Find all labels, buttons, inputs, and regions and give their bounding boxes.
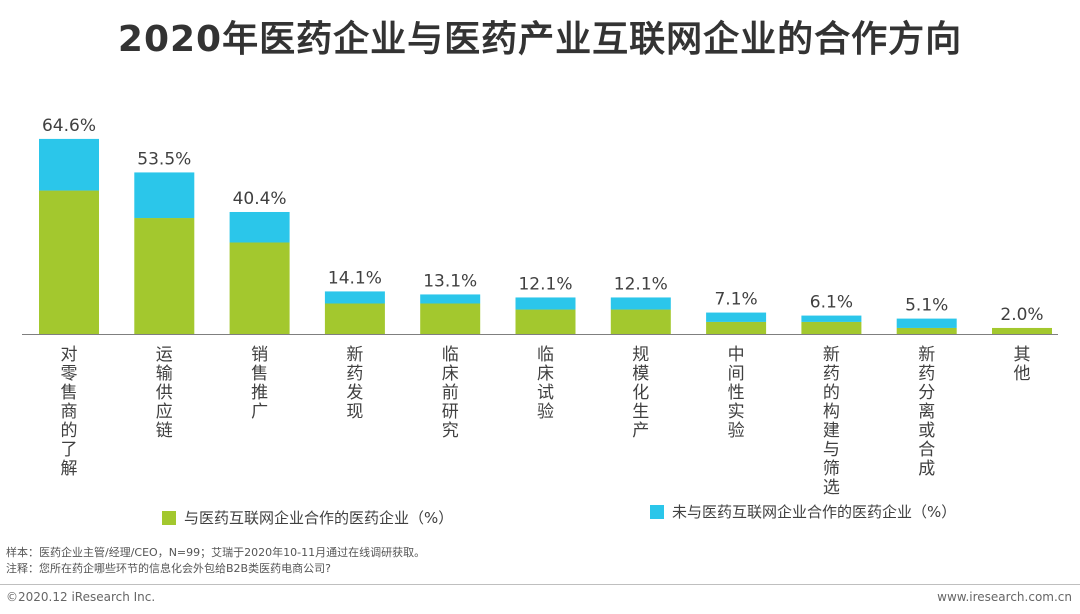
bar-segment-cooperated [420,303,481,334]
bar-segment-cooperated [515,309,576,334]
bar-segment-cooperated [706,321,767,334]
category-label: 销售推广 [251,345,268,422]
category-label: 临床前研究 [442,345,459,441]
bar-total-label: 64.6% [42,116,96,136]
bar-segment-cooperated [229,242,290,334]
footer-website: www.iresearch.com.cn [937,590,1072,604]
category-label: 中间性实验 [728,345,745,441]
footer-copyright: ©2020.12 iResearch Inc. [6,590,156,604]
legend-label-cooperated: 与医药互联网企业合作的医药企业（%） [184,509,454,527]
bar-total-label: 6.1% [810,293,853,313]
bar-segment-cooperated [324,303,385,334]
bar-segment-not-cooperated [134,172,195,219]
remark-note: 注释：您所在药企哪些环节的信息化会外包给B2B类医药电商公司? [6,562,331,575]
bar-total-label: 12.1% [518,274,572,294]
bar-segment-cooperated [134,218,195,334]
bar-segment-not-cooperated [610,297,671,310]
sample-note: 样本：医药企业主管/经理/CEO，N=99；艾瑞于2020年10-11月通过在线… [6,546,426,559]
legend-swatch-cooperated [162,510,176,525]
legend-item-cooperated: 与医药互联网企业合作的医药企业（%） [162,507,453,528]
bar-segment-cooperated [992,327,1052,334]
bar-segment-not-cooperated [801,315,862,322]
notes: 样本：医药企业主管/经理/CEO，N=99；艾瑞于2020年10-11月通过在线… [6,545,425,577]
category-label: 临床试验 [537,345,554,422]
category-label: 其他 [1014,345,1031,384]
bar-segment-cooperated [801,321,862,334]
category-label: 新药发现 [346,345,363,422]
bar-total-label: 40.4% [233,189,287,209]
category-label: 对零售商的了解 [61,345,78,479]
bar-total-label: 14.1% [328,268,382,288]
bar-segment-cooperated [896,327,957,334]
stacked-bar-chart: 64.6% 对零售商的了解 53.5% 运输供应链 40.4% 销售推广 14.1% 新药发现… [22,116,1058,498]
legend-item-not-cooperated: 未与医药互联网企业合作的医药企业（%） [650,501,956,522]
category-label: 规模化生产 [632,345,649,441]
bar-segment-cooperated [39,190,99,334]
bar-segment-not-cooperated [896,318,957,328]
bar-segment-not-cooperated [39,138,99,191]
bar-segment-not-cooperated [324,291,385,304]
bar-segment-not-cooperated [515,297,576,310]
footer-divider [0,584,1080,585]
bar-segment-not-cooperated [229,211,290,243]
bar-total-label: 5.1% [905,296,948,316]
category-label: 新药的构建与筛选 [823,345,840,498]
legend-swatch-not-cooperated [650,504,664,519]
category-label: 运输供应链 [156,345,173,441]
page-title: 2020年医药企业与医药产业互联网企业的合作方向 [117,19,963,60]
legend-label-not-cooperated: 未与医药互联网企业合作的医药企业（%） [672,503,957,521]
bar-segment-not-cooperated [706,312,767,322]
bar-total-label: 7.1% [714,290,757,310]
bar-total-label: 12.1% [614,274,668,294]
bar-segment-not-cooperated [420,294,481,304]
bar-segment-cooperated [610,309,671,334]
bar-total-label: 13.1% [423,271,477,291]
category-label: 新药分离或合成 [918,345,935,479]
bar-total-label: 2.0% [1000,305,1043,325]
bar-total-label: 53.5% [137,149,191,169]
